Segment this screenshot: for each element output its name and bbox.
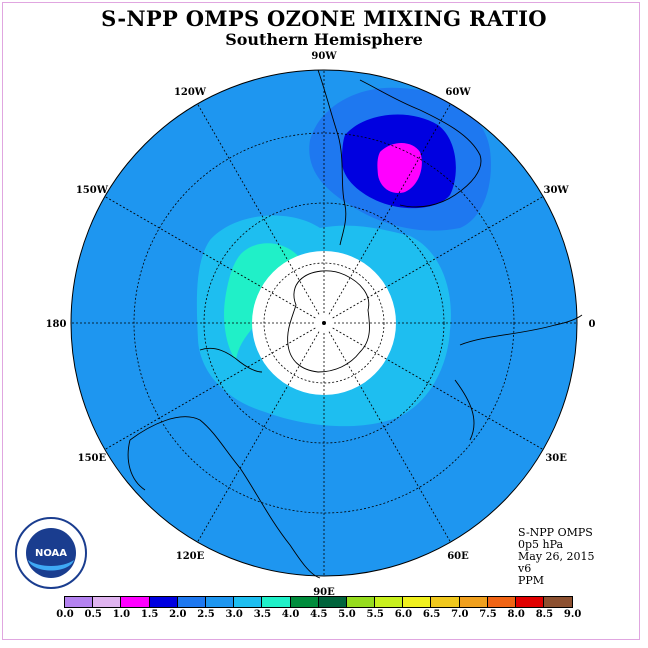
longitude-label: 60W (445, 87, 471, 98)
colorbar-tick-label: 2.5 (197, 609, 215, 620)
meridian-line (328, 331, 451, 543)
info-units: PPM (518, 574, 545, 587)
longitude-label: 60E (447, 551, 469, 562)
longitude-label: 0 (589, 319, 596, 330)
colorbar-tick-label: 6.0 (394, 609, 413, 620)
colorbar-swatch (431, 597, 460, 607)
new-zealand-coast (199, 347, 263, 373)
colorbar-tick-label: 7.0 (451, 609, 469, 620)
meridian-line (104, 196, 316, 319)
meridian-line (104, 327, 316, 450)
ozone-field (71, 70, 577, 576)
colorbar-tick-label: 1.0 (112, 609, 131, 620)
longitude-label: 120E (176, 551, 205, 562)
colorbar-swatch (65, 597, 94, 607)
colorbar-swatch (234, 597, 263, 607)
colorbar-tick-label: 4.5 (310, 609, 328, 620)
australia-coast (127, 416, 321, 579)
colorbar-swatch (205, 597, 235, 607)
colorbar-swatch (262, 597, 291, 607)
colorbar-tick-label: 3.0 (225, 609, 243, 620)
colorbar-tick-label: 7.5 (479, 609, 497, 620)
colorbar-tick-label: 6.5 (422, 609, 441, 620)
meridian-line (197, 103, 320, 315)
colorbar-tick-label: 5.0 (338, 609, 356, 620)
longitude-label: 180 (46, 319, 67, 330)
colorbar-tick-label: 4.0 (281, 609, 300, 620)
south-america-coast (317, 69, 482, 246)
longitude-labels: 0 30E 60E 90E 120E 150E 180 150W 120W 90W 60W 30W (46, 51, 596, 598)
longitude-label: 150W (76, 185, 109, 196)
coastlines (127, 69, 583, 579)
colorbar-tick-label: 8.0 (507, 609, 525, 620)
noaa-logo: NOAA (15, 517, 87, 589)
longitude-label: 30E (545, 453, 567, 464)
colorbar-swatch (403, 597, 432, 607)
colorbar-tick-label: 3.5 (253, 609, 272, 620)
meridian-line (332, 327, 544, 450)
info-pressure: 0p5 hPa (518, 538, 564, 551)
colorbar-swatch (459, 597, 488, 607)
colorbar-swatch (149, 597, 178, 607)
colorbar-tick-label: 0.5 (84, 609, 102, 620)
colorbar (64, 596, 574, 608)
field-contour-core (377, 143, 422, 194)
noaa-logo-text: NOAA (35, 548, 67, 559)
chart-subtitle: Southern Hemisphere (225, 30, 423, 49)
colorbar-swatch (121, 597, 150, 607)
colorbar-swatch (318, 597, 347, 607)
colorbar-swatch (487, 597, 516, 607)
longitude-label: 90E (313, 587, 335, 598)
colorbar-tick-label: 5.5 (366, 609, 384, 620)
longitude-label: 120W (174, 87, 207, 98)
meridian-line (328, 103, 451, 315)
south-pole-marker (322, 321, 326, 325)
info-satellite: S-NPP OMPS (518, 526, 593, 539)
colorbar-tick-label: 0.0 (56, 609, 74, 620)
colorbar-tick-label: 9.0 (563, 609, 582, 620)
figure-frame (2, 2, 640, 640)
colorbar-tick-label: 2.0 (169, 609, 187, 620)
colorbar-swatch (290, 597, 319, 607)
colorbar-swatch (375, 597, 404, 607)
antarctica-coast (287, 270, 370, 373)
meridian-line (197, 331, 320, 543)
colorbar-tick-label: 8.5 (535, 609, 554, 620)
colorbar-swatch (544, 597, 573, 607)
info-version: v6 (518, 562, 532, 575)
colorbar-swatch (93, 597, 122, 607)
colorbar-swatch (346, 597, 376, 607)
colorbar-swatch (177, 597, 206, 607)
colorbar-tick-label: 1.5 (140, 609, 159, 620)
colorbar-swatch (516, 597, 545, 607)
map-boundary (70, 69, 578, 577)
longitude-label: 150E (78, 453, 107, 464)
longitude-label: 30W (544, 185, 570, 196)
chart-title: S-NPP OMPS OZONE MIXING RATIO (101, 6, 547, 31)
longitude-label: 90W (311, 51, 337, 62)
info-date: May 26, 2015 (518, 550, 595, 563)
